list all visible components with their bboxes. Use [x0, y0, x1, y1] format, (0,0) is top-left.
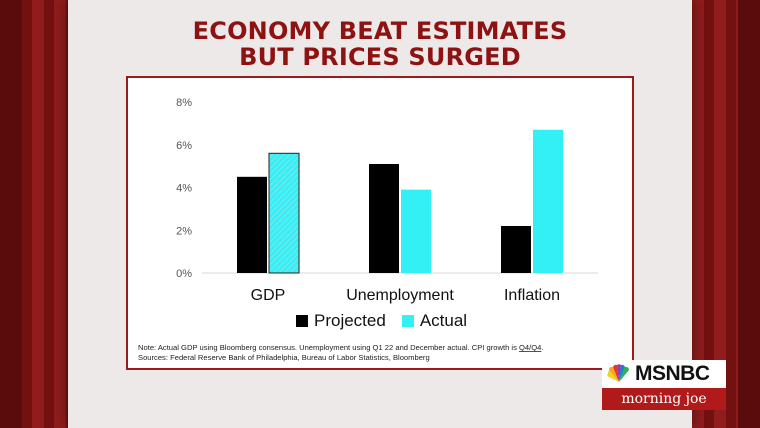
y-tick-label: 4% [176, 183, 192, 195]
network-logo: MSNBC morning joe [602, 360, 726, 410]
chart-legend: Projected Actual [296, 311, 475, 331]
legend-item-projected: Projected [296, 311, 386, 331]
bar-projected-unemployment [369, 163, 399, 273]
y-tick-label: 0% [176, 268, 192, 280]
x-category-label: GDP [251, 287, 286, 304]
footnote-note-text: Note: Actual GDP using Bloomberg consens… [138, 343, 520, 352]
left-edge-panel [0, 0, 22, 428]
footnote-note-underlined: Q4/Q4 [519, 343, 542, 352]
legend-item-actual: Actual [401, 311, 468, 331]
y-tick-label: 8% [176, 97, 192, 109]
footnote-note: Note: Actual GDP using Bloomberg consens… [138, 343, 628, 353]
legend-label-actual: Actual [419, 311, 468, 330]
legend-swatch-actual [401, 315, 414, 327]
y-tick-label: 6% [176, 140, 192, 152]
peacock-icon [607, 364, 630, 382]
y-tick-label: 2% [176, 225, 192, 237]
bar-chart: 0% 2% 4% 6% 8% GDP Unemployment Inflation [176, 97, 598, 304]
chart-card: 0% 2% 4% 6% 8% GDP Unemployment Inflation Proj… [126, 76, 634, 370]
bar-projected-gdp [237, 176, 267, 273]
bar-actual-unemployment [401, 189, 431, 273]
legend-swatch-projected [296, 315, 308, 327]
footnote-note-end: . [541, 343, 544, 352]
legend-label-projected: Projected [314, 311, 386, 330]
x-category-label: Inflation [504, 287, 560, 304]
chart-footnote: Note: Actual GDP using Bloomberg consens… [138, 343, 628, 363]
network-name: MSNBC [635, 362, 710, 385]
headline-line-1: ECONOMY BEAT ESTIMATES [192, 17, 568, 45]
headline-line-2: BUT PRICES SURGED [239, 43, 521, 71]
x-category-label: Unemployment [346, 287, 454, 304]
show-name: morning joe [602, 388, 726, 410]
bar-projected-inflation [501, 225, 531, 273]
footnote-sources: Sources: Federal Reserve Bank of Philade… [138, 353, 430, 362]
msnbc-logo: MSNBC [602, 360, 726, 388]
headline: ECONOMY BEAT ESTIMATES BUT PRICES SURGED [68, 18, 692, 70]
bar-actual-gdp [268, 152, 300, 274]
bar-actual-inflation [533, 129, 563, 273]
right-edge-panel [738, 0, 760, 428]
